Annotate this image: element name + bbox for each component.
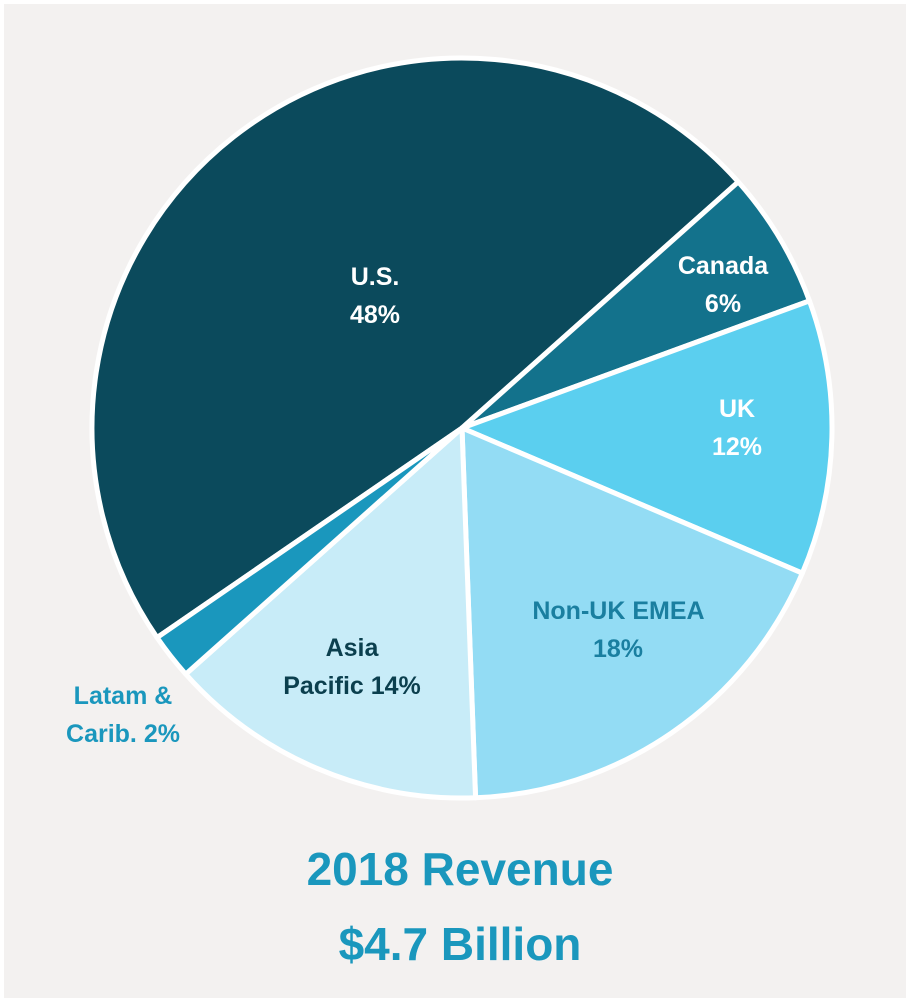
slice-label: U.S. 48% <box>335 258 415 334</box>
category-label: Latam & Carib. <box>66 682 173 748</box>
slice-label: Latam & Carib. 2% <box>61 677 186 753</box>
chart-subtitle: $4.7 Billion <box>338 918 582 970</box>
slice-label: Asia Pacific 14% <box>270 629 435 705</box>
pie-slice <box>154 425 465 677</box>
panel: 2018 Revenue $4.7 Billion U.S. 48% Canada… <box>4 4 906 998</box>
pie-slice <box>459 179 812 431</box>
category-label: UK <box>718 395 756 423</box>
value-label: 12% <box>711 433 763 461</box>
value-label: 2% <box>143 720 180 748</box>
pie-slice <box>183 425 479 801</box>
category-label: Canada <box>677 252 769 280</box>
value-label: 6% <box>704 290 742 318</box>
chart-title: 2018 Revenue <box>306 843 614 895</box>
chart <box>89 55 835 801</box>
value-label: 14% <box>370 672 421 700</box>
value-label: 18% <box>592 635 644 663</box>
category-label: Non-UK EMEA <box>532 597 704 625</box>
pie-slice <box>459 425 805 801</box>
slice-label: UK 12% <box>702 390 772 466</box>
slice-label: Canada 6% <box>666 247 781 323</box>
category-label: Asia Pacific <box>283 634 379 700</box>
pie-slice <box>459 298 835 576</box>
value-label: 48% <box>349 301 401 329</box>
category-label: U.S. <box>350 263 400 291</box>
slice-label: Non-UK EMEA 18% <box>513 592 723 668</box>
pie-slice <box>89 55 741 641</box>
